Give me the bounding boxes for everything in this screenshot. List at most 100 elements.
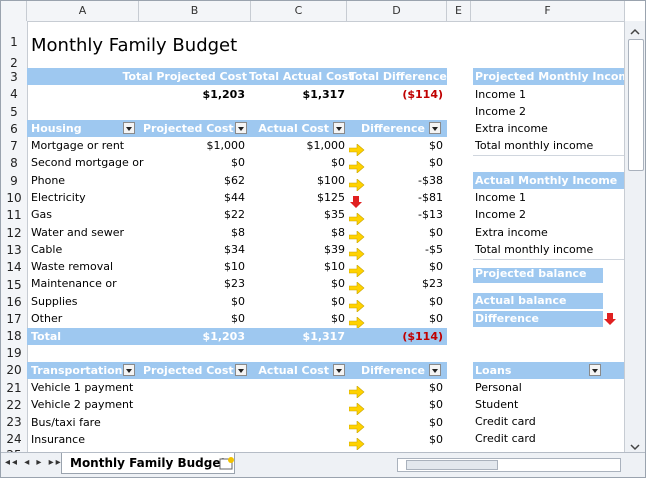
housing-row-projected: $44 <box>224 191 245 204</box>
row-header-4[interactable]: 4 <box>10 87 18 101</box>
housing-row-actual: $0 <box>331 295 345 308</box>
actual-income-item: Extra income <box>475 226 548 239</box>
worksheet-grid[interactable]: Monthly Family Budget Total Projected Co… <box>27 21 625 452</box>
right-arrow-icon <box>348 262 365 278</box>
row-header-1[interactable]: 1 <box>10 35 18 49</box>
scroll-up-button[interactable] <box>629 23 641 35</box>
down-arrow-icon <box>604 313 616 325</box>
housing-row-label: Mortgage or rent <box>31 139 125 152</box>
column-header-a[interactable]: A <box>27 1 139 21</box>
transport-row-difference: $0 <box>429 398 443 411</box>
right-arrow-icon <box>348 143 365 157</box>
row-header-22[interactable]: 22 <box>6 398 22 412</box>
housing-row-difference: $0 <box>429 226 443 239</box>
column-header-bar: A B C D E F <box>1 1 625 22</box>
transport-filter-projected[interactable] <box>235 364 247 376</box>
housing-row-label: Maintenance or <box>31 277 117 290</box>
transport-filter-category[interactable] <box>123 364 135 376</box>
column-header-b[interactable]: B <box>139 1 251 21</box>
transport-filter-actual[interactable] <box>333 364 345 376</box>
housing-row-difference: -$81 <box>418 191 443 204</box>
right-arrow-icon <box>348 279 365 295</box>
right-arrow-icon <box>348 247 365 261</box>
row-header-14[interactable]: 14 <box>6 260 22 274</box>
housing-row-label: Gas <box>31 208 52 221</box>
row-header-23[interactable]: 23 <box>6 415 22 429</box>
row-header-11[interactable]: 11 <box>6 208 22 222</box>
sheet-navigation-icon[interactable]: ◂◂ ◂ ▸ ▸▸ <box>5 457 63 468</box>
row-header-10[interactable]: 10 <box>6 191 22 205</box>
row-header-9[interactable]: 9 <box>10 174 18 188</box>
column-header-c[interactable]: C <box>251 1 347 21</box>
transport-filter-difference[interactable] <box>429 364 441 376</box>
sheet-tab-monthly-budget[interactable]: Monthly Family Budget <box>61 453 236 474</box>
housing-total-projected: $1,203 <box>202 330 245 343</box>
loan-item: Credit card <box>475 432 536 445</box>
housing-filter-actual[interactable] <box>333 122 345 134</box>
select-all-corner[interactable] <box>1 1 27 21</box>
housing-row-label: Cable <box>31 243 63 256</box>
transport-header-projected: Projected Cost <box>143 364 234 377</box>
vertical-scrollbar[interactable] <box>624 21 645 452</box>
housing-total-band <box>27 328 447 345</box>
transport-row-difference: $0 <box>429 381 443 394</box>
housing-filter-difference[interactable] <box>429 122 441 134</box>
row-header-20[interactable]: 20 <box>6 363 22 377</box>
row-header-24[interactable]: 24 <box>6 432 22 446</box>
column-header-f[interactable]: F <box>471 1 625 21</box>
row-header-15[interactable]: 15 <box>6 278 22 292</box>
row-header-13[interactable]: 13 <box>6 243 22 257</box>
right-arrow-icon <box>348 141 365 157</box>
row-header-19[interactable]: 19 <box>6 346 22 360</box>
summary-value-actual: $1,317 <box>302 88 345 101</box>
row-header-6[interactable]: 6 <box>10 122 18 136</box>
row-header-17[interactable]: 17 <box>6 312 22 326</box>
housing-row-projected: $10 <box>224 260 245 273</box>
housing-total-difference: ($114) <box>402 330 443 343</box>
transport-row-label: Vehicle 2 payment <box>31 398 134 411</box>
housing-row-projected: $1,000 <box>206 139 246 152</box>
column-header-d[interactable]: D <box>347 1 447 21</box>
housing-filter-projected[interactable] <box>235 122 247 134</box>
difference-label: Difference <box>475 312 539 325</box>
right-arrow-icon <box>348 383 365 399</box>
actual-balance-label: Actual balance <box>475 294 567 307</box>
right-arrow-icon <box>348 418 365 434</box>
row-header-16[interactable]: 16 <box>6 295 22 309</box>
scroll-thumb[interactable] <box>628 39 644 171</box>
row-header-21[interactable]: 21 <box>6 381 22 395</box>
housing-row-actual: $0 <box>331 277 345 290</box>
horizontal-scroll-thumb[interactable] <box>406 460 498 470</box>
loans-header: Loans <box>475 364 512 377</box>
row-header-3[interactable]: 3 <box>10 70 18 84</box>
projected-income-item: Income 2 <box>475 105 526 118</box>
loans-header-band <box>473 362 625 379</box>
row-header-12[interactable]: 12 <box>6 226 22 240</box>
divider <box>473 259 625 260</box>
right-arrow-icon <box>348 402 365 416</box>
horizontal-scrollbar[interactable] <box>397 458 621 472</box>
housing-row-actual: $35 <box>324 208 345 221</box>
housing-row-actual: $0 <box>331 312 345 325</box>
housing-row-actual: $10 <box>324 260 345 273</box>
housing-total-actual: $1,317 <box>302 330 345 343</box>
scroll-down-button[interactable] <box>629 438 641 451</box>
housing-row-label: Other <box>31 312 63 325</box>
loans-filter[interactable] <box>589 364 601 376</box>
housing-row-label: Water and sewer <box>31 226 124 239</box>
right-arrow-icon <box>348 212 365 226</box>
row-header-7[interactable]: 7 <box>10 139 18 153</box>
row-header-5[interactable]: 5 <box>10 105 18 119</box>
row-header-18[interactable]: 18 <box>6 329 22 343</box>
projected-income-item: Extra income <box>475 122 548 135</box>
housing-row-difference: -$13 <box>418 208 443 221</box>
housing-row-difference: $0 <box>429 139 443 152</box>
row-header-2[interactable]: 2 <box>10 56 18 70</box>
housing-row-projected: $0 <box>231 295 245 308</box>
transport-header-difference: Difference <box>361 364 425 377</box>
right-arrow-icon <box>348 385 365 399</box>
row-header-8[interactable]: 8 <box>10 156 18 170</box>
column-header-e[interactable]: E <box>447 1 471 21</box>
housing-filter-category[interactable] <box>123 122 135 134</box>
insert-sheet-icon[interactable] <box>219 456 235 470</box>
